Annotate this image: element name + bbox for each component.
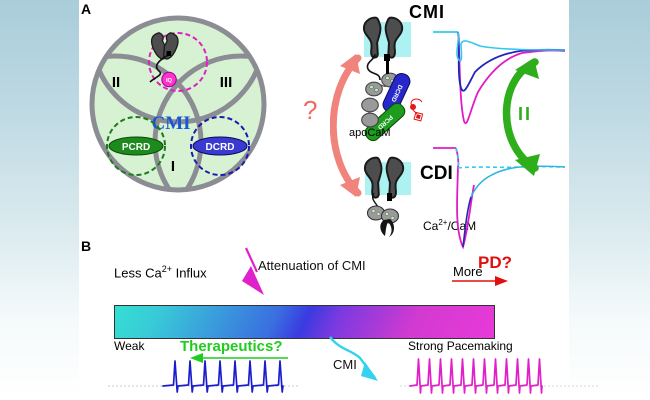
svg-text:III: III	[220, 74, 233, 91]
svg-text:PCRD: PCRD	[122, 142, 150, 153]
svg-text:II: II	[112, 74, 120, 91]
svg-text:II: II	[518, 104, 532, 124]
svg-text:I: I	[171, 158, 175, 175]
svg-text:CMI: CMI	[151, 113, 190, 134]
svg-text:IQ: IQ	[166, 78, 173, 84]
svg-text:DCRD: DCRD	[206, 142, 235, 153]
